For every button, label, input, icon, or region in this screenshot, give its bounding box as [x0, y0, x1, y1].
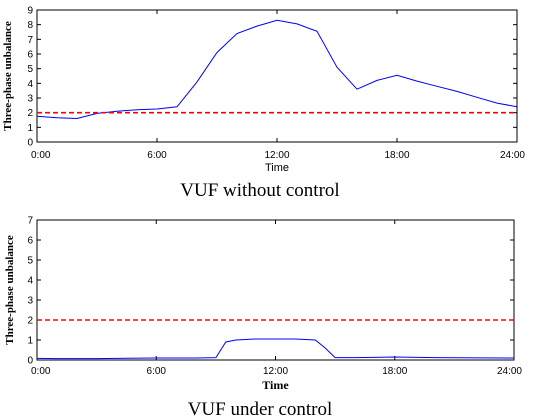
x-tick-label: 0:00: [31, 150, 51, 161]
y-tick-label: 2: [27, 108, 33, 119]
y-tick-label: 4: [27, 79, 33, 90]
y-tick-label: 3: [27, 94, 33, 105]
plot-frame: [36, 9, 518, 143]
y-tick-label: 2: [27, 316, 33, 327]
x-axis-label: Time: [265, 162, 289, 174]
y-tick-label: 8: [27, 20, 33, 31]
y-tick-label: 9: [27, 6, 33, 17]
chart-1: 0 1 2 3 4 5 6 7 8 9 0:00 6:00 12:00 18:00 24:00 Time Thr…: [2, 6, 525, 202]
vuf-series-line: [36, 19, 518, 120]
vuf-series-line: [36, 338, 515, 360]
y-tick-label: 0: [27, 356, 33, 367]
y-axis-label: Three-phase unbalance: [2, 21, 14, 131]
chart-2: 0 1 2 3 4 5 6 7 0:00 6:00 12:00 18:00 24:00 Time Three…: [4, 216, 522, 420]
chart-caption: VUF without control: [180, 180, 339, 201]
x-tick-label: 18:00: [384, 150, 409, 161]
x-tick-label: 12:00: [264, 150, 289, 161]
x-tick-label: 24:00: [497, 366, 522, 377]
y-tick-label: 7: [27, 35, 33, 46]
y-tick-label: 3: [27, 296, 33, 307]
y-tick-label: 7: [27, 216, 33, 227]
x-tick-label: 6:00: [147, 366, 167, 377]
x-tick-label: 12:00: [263, 366, 288, 377]
y-tick-label: 6: [27, 50, 33, 61]
y-tick-label: 5: [27, 64, 33, 75]
x-tick-label: 24:00: [500, 150, 525, 161]
x-tick-label: 18:00: [382, 366, 407, 377]
x-axis-label: Time: [262, 378, 289, 392]
y-axis-label: Three-phase unbalance: [4, 235, 16, 345]
y-tick-label: 5: [27, 256, 33, 267]
y-tick-label: 4: [27, 276, 33, 287]
chart-caption: VUF under control: [188, 399, 333, 420]
y-tick-label: 1: [27, 123, 33, 134]
y-tick-label: 1: [27, 336, 33, 347]
y-tick-label: 6: [27, 236, 33, 247]
y-tick-label: 0: [27, 138, 33, 149]
x-tick-label: 6:00: [147, 150, 167, 161]
x-tick-label: 0:00: [31, 366, 51, 377]
